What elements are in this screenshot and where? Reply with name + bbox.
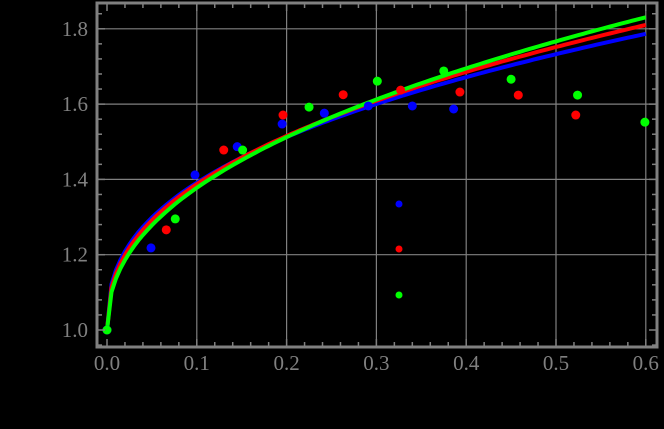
data-point <box>513 90 523 100</box>
x-tick-label: 0.1 <box>184 351 210 375</box>
y-tick-label: 1.6 <box>62 92 88 116</box>
data-point <box>304 102 314 112</box>
x-tick-label: 0.0 <box>94 351 120 375</box>
fit-curve <box>105 15 647 331</box>
grid-lines <box>97 3 657 347</box>
x-tick-label: 0.6 <box>633 351 659 375</box>
data-point <box>338 90 348 100</box>
data-point <box>571 110 581 120</box>
data-point <box>146 243 156 253</box>
y-tick-label: 1.2 <box>62 243 88 267</box>
y-tick-label: 1.0 <box>62 318 88 342</box>
data-point <box>363 101 373 111</box>
data-point <box>277 119 287 129</box>
data-point <box>319 108 329 118</box>
y-axis-ticks: 1.0 1.2 1.4 1.6 1.8 <box>62 12 657 346</box>
data-point <box>161 225 171 235</box>
fit-curves <box>105 15 647 331</box>
x-tick-label: 0.3 <box>363 351 389 375</box>
x-tick-label: 0.2 <box>273 351 299 375</box>
data-point <box>396 85 406 95</box>
data-point <box>170 214 180 224</box>
data-point <box>455 87 465 97</box>
legend-marker <box>395 291 403 299</box>
data-point <box>372 76 382 86</box>
data-point <box>506 74 516 84</box>
data-point <box>449 104 459 114</box>
legend <box>395 200 403 299</box>
data-point <box>640 117 650 127</box>
data-point <box>238 145 248 155</box>
legend-marker <box>395 200 403 208</box>
y-tick-label: 1.8 <box>62 17 88 41</box>
x-tick-label: 0.5 <box>543 351 569 375</box>
data-point <box>439 66 449 76</box>
y-tick-label: 1.4 <box>62 167 89 191</box>
x-tick-label: 0.4 <box>453 351 480 375</box>
data-point <box>278 110 288 120</box>
legend-marker <box>395 245 403 253</box>
data-point <box>219 145 229 155</box>
data-point <box>407 101 417 111</box>
data-point <box>573 90 583 100</box>
data-point <box>190 170 200 180</box>
data-point <box>102 325 112 335</box>
x-axis-ticks: 0.0 0.1 0.2 0.3 0.4 0.5 0.6 <box>94 3 659 375</box>
data-points <box>102 66 650 335</box>
